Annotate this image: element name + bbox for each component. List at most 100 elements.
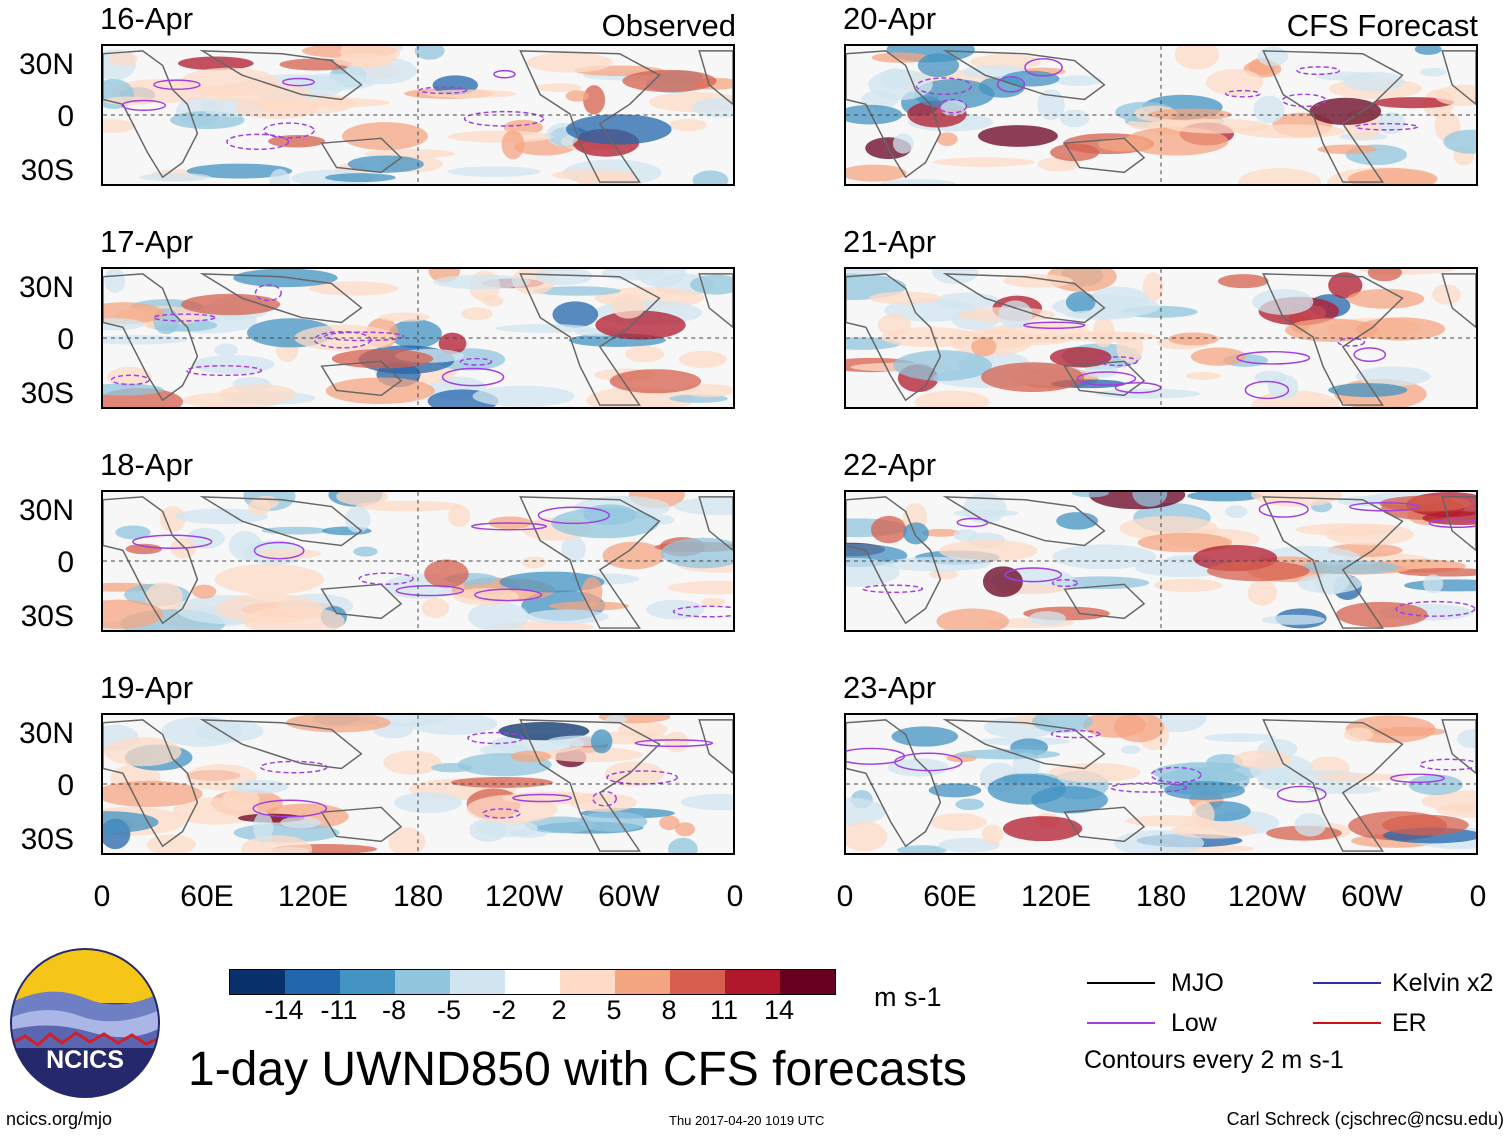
map-panel-forecast — [844, 44, 1478, 186]
anomaly-blob — [181, 293, 281, 316]
lat-label: 30S — [20, 154, 74, 187]
anomaly-blob — [692, 170, 729, 184]
colorbar-swatch — [560, 970, 615, 994]
low-contour — [846, 747, 906, 765]
low-contour — [1296, 66, 1341, 76]
footer-timestamp: Thu 2017-04-20 1019 UTC — [669, 1113, 825, 1128]
anomaly-blob — [344, 506, 371, 533]
lon-label: 120W — [1227, 880, 1307, 913]
low-contour — [253, 541, 305, 560]
anomaly-blob — [1071, 492, 1110, 498]
anomaly-blob — [447, 130, 554, 143]
anomaly-blob — [1253, 95, 1285, 124]
anomaly-blob — [646, 599, 705, 620]
map-panel-forecast — [844, 490, 1478, 632]
anomaly-blob — [982, 566, 1023, 598]
anomaly-blob — [1154, 578, 1223, 593]
colorbar-swatch — [670, 970, 725, 994]
lat-label: 0 — [57, 546, 74, 579]
footer-url[interactable]: ncics.org/mjo — [6, 1109, 113, 1129]
colorbar-swatch — [505, 970, 560, 994]
anomaly-blob — [914, 390, 990, 407]
anomaly-blob — [1247, 579, 1278, 606]
anomaly-blob — [998, 300, 1033, 329]
low-contour — [956, 517, 989, 528]
anomaly-blob — [846, 104, 903, 125]
anomaly-blob — [1132, 492, 1168, 507]
anomaly-blob — [609, 369, 702, 394]
anomaly-blob — [1187, 492, 1262, 502]
low-contour — [252, 799, 328, 818]
low-contour — [592, 790, 617, 807]
anomaly-blob — [228, 530, 262, 561]
low-contour — [313, 330, 372, 349]
low-contour — [1276, 785, 1327, 803]
low-contour — [1076, 371, 1137, 386]
lat-label: 30S — [20, 600, 74, 633]
anomaly-blob — [940, 100, 967, 117]
lon-label: 0 — [93, 880, 111, 913]
anomaly-blob — [461, 307, 493, 321]
anomaly-blob — [347, 155, 424, 173]
anomaly-blob — [1206, 560, 1310, 582]
low-contour — [1244, 380, 1290, 400]
lat-label: 0 — [57, 769, 74, 802]
anomaly-blob — [1048, 763, 1141, 783]
low-contour — [1024, 58, 1063, 77]
legend-label-low: Low — [1171, 1009, 1217, 1037]
lon-label: 120E — [1020, 880, 1092, 913]
anomaly-blob — [1422, 511, 1476, 526]
anomaly-blob — [280, 816, 322, 829]
observed-header: Observed — [601, 8, 736, 43]
map-panel-observed — [101, 713, 735, 855]
anomaly-blob — [108, 51, 138, 67]
anomaly-blob — [1423, 574, 1444, 594]
anomaly-blob — [510, 750, 552, 763]
colorbar-tick-label: -14 — [264, 995, 304, 1025]
anomaly-blob — [1064, 310, 1138, 320]
anomaly-blob — [1225, 505, 1248, 519]
anomaly-blob — [1300, 560, 1400, 575]
anomaly-blob — [524, 609, 609, 624]
anomaly-blob — [521, 556, 547, 569]
anomaly-blob — [499, 571, 605, 593]
anomaly-blob — [231, 779, 289, 794]
anomaly-blob — [253, 811, 274, 843]
anomaly-blob — [495, 324, 595, 333]
anomaly-blob — [868, 69, 933, 101]
anomaly-blob — [177, 56, 254, 71]
anomaly-blob — [1190, 347, 1247, 366]
anomaly-blob — [253, 495, 279, 510]
anomaly-blob — [846, 269, 892, 275]
anomaly-blob — [139, 172, 211, 182]
legend-line-kelvin — [1313, 982, 1381, 984]
anomaly-blob — [595, 310, 686, 340]
anomaly-blob — [179, 67, 278, 97]
anomaly-blob — [159, 506, 186, 533]
low-contour — [862, 584, 924, 594]
anomaly-blob — [1037, 89, 1065, 121]
anomaly-blob — [424, 559, 469, 588]
anomaly-blob — [342, 122, 428, 151]
low-contour — [395, 585, 465, 597]
map-panel-forecast — [844, 713, 1478, 855]
panel-date-label: 19-Apr — [100, 670, 194, 705]
low-contour — [459, 357, 493, 366]
low-contour — [282, 77, 315, 87]
anomaly-blob — [896, 845, 947, 853]
anomaly-blob — [569, 793, 638, 812]
anomaly-blob — [466, 794, 558, 824]
anomaly-blob — [414, 46, 445, 60]
anomaly-blob — [846, 821, 888, 852]
anomaly-blob — [448, 505, 471, 528]
low-contour — [1023, 321, 1086, 330]
anomaly-blob — [971, 336, 997, 357]
panel-date-label: 23-Apr — [843, 670, 937, 705]
lat-label: 30S — [20, 377, 74, 410]
ncics-logo[interactable]: NCICS — [10, 948, 160, 1098]
low-contour — [1098, 356, 1138, 367]
anomaly-blob — [115, 525, 151, 540]
low-contour — [1428, 518, 1476, 529]
anomaly-blob — [1003, 816, 1083, 842]
map-panel-forecast — [844, 267, 1478, 409]
